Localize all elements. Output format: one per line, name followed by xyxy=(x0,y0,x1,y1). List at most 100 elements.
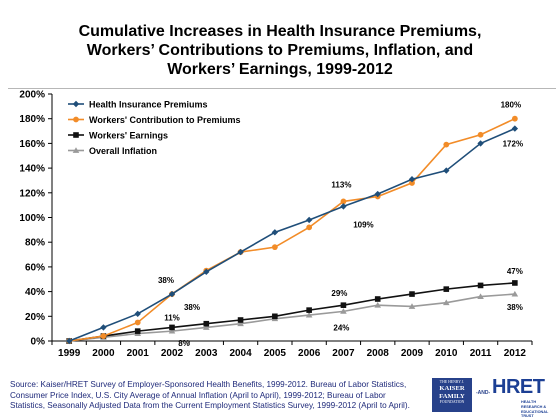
legend-label: Overall Inflation xyxy=(89,146,157,156)
y-tick-label: 20% xyxy=(25,312,45,323)
legend-label: Health Insurance Premiums xyxy=(89,100,208,110)
y-tick-label: 40% xyxy=(25,287,45,298)
data-point xyxy=(202,324,210,330)
y-tick-label: 120% xyxy=(19,188,45,199)
data-point xyxy=(237,320,244,327)
series-line-0 xyxy=(68,127,516,342)
series-line-1 xyxy=(69,117,516,342)
series-line-3 xyxy=(69,293,515,342)
data-point xyxy=(237,317,244,323)
x-tick-label: 2012 xyxy=(504,348,527,359)
data-point xyxy=(340,302,347,308)
data-point xyxy=(134,310,141,318)
x-tick-label: 1999 xyxy=(58,348,81,359)
y-tick-label: 180% xyxy=(19,114,45,125)
legend-marker xyxy=(73,132,79,138)
y-tick-label: 200% xyxy=(19,90,45,101)
data-label: 24% xyxy=(333,323,349,332)
legend-label: Workers' Earnings xyxy=(89,131,168,141)
data-point xyxy=(374,190,381,198)
x-tick-label: 2000 xyxy=(92,348,115,359)
data-point xyxy=(168,327,176,334)
and-label: -AND- xyxy=(476,390,491,396)
data-point xyxy=(408,176,416,183)
y-tick-label: 140% xyxy=(19,164,45,175)
title-line-1: Cumulative Increases in Health Insurance… xyxy=(78,23,482,40)
x-tick-label: 2005 xyxy=(264,348,287,359)
data-label: 38% xyxy=(507,303,523,312)
logos: THE HENRY J. KAISER FAMILY FOUNDATION -A… xyxy=(426,376,558,419)
y-tick-label: 80% xyxy=(25,238,45,249)
data-point xyxy=(134,319,141,326)
y-tick-label: 0% xyxy=(31,337,46,348)
data-label: 180% xyxy=(501,101,521,110)
title-line-2: Workers’ Contributions to Premiums, Infl… xyxy=(86,42,474,59)
data-point xyxy=(477,293,484,299)
x-tick-label: 2007 xyxy=(332,348,355,359)
data-label: 38% xyxy=(184,303,200,312)
data-point xyxy=(306,307,312,313)
data-point xyxy=(511,115,518,122)
x-tick-label: 2011 xyxy=(470,348,492,359)
x-tick-label: 2006 xyxy=(298,348,321,359)
legend-label: Workers' Contribution to Premiums xyxy=(89,115,241,125)
data-label: 38% xyxy=(158,276,174,285)
series-line-2 xyxy=(69,282,515,342)
y-tick-label: 60% xyxy=(25,262,45,273)
data-point xyxy=(168,290,176,298)
data-point xyxy=(169,324,175,331)
data-point xyxy=(409,291,415,297)
data-point xyxy=(100,333,107,339)
data-point xyxy=(408,303,416,309)
data-point xyxy=(100,324,107,331)
y-tick-label: 100% xyxy=(19,213,45,224)
x-tick-label: 2008 xyxy=(367,348,390,359)
data-point xyxy=(512,280,518,286)
y-tick-label: 160% xyxy=(19,139,45,150)
title-line-3: Workers’ Earnings, 1999-2012 xyxy=(167,61,393,78)
data-point xyxy=(511,290,519,297)
data-point xyxy=(271,244,278,251)
data-point xyxy=(237,248,244,256)
data-point xyxy=(477,140,484,147)
data-point xyxy=(340,198,347,205)
x-tick-label: 2010 xyxy=(435,348,458,359)
x-tick-label: 2004 xyxy=(229,348,252,359)
data-label: 113% xyxy=(331,180,351,189)
hret-logo: HRET xyxy=(492,376,545,398)
data-point xyxy=(305,216,313,224)
data-point xyxy=(203,268,210,276)
data-point xyxy=(65,337,73,345)
data-point xyxy=(442,299,450,306)
source-note: Source: Kaiser/HRET Survey of Employer-S… xyxy=(10,380,410,410)
data-point xyxy=(203,320,210,327)
data-point xyxy=(340,203,347,210)
data-point xyxy=(272,313,278,320)
data-point xyxy=(443,141,450,148)
data-label: 29% xyxy=(331,289,347,298)
data-label: 109% xyxy=(353,220,373,229)
data-point xyxy=(340,308,347,314)
legend-marker xyxy=(72,100,80,108)
data-point xyxy=(374,301,382,308)
hret-subtitle: HEALTH RESEARCH & EDUCATIONAL TRUST xyxy=(521,400,549,419)
data-point xyxy=(511,125,519,132)
data-point xyxy=(477,282,484,289)
legend-marker xyxy=(72,147,80,153)
x-tick-label: 2009 xyxy=(401,348,424,359)
data-label: 47% xyxy=(507,267,523,276)
legend-marker xyxy=(73,116,79,123)
data-point xyxy=(134,328,141,334)
kaiser-family-foundation-logo: THE HENRY J. KAISER FAMILY FOUNDATION xyxy=(432,378,472,412)
data-point xyxy=(409,180,415,186)
data-point xyxy=(477,131,484,138)
chart-title: Cumulative Increases in Health Insurance… xyxy=(40,22,520,79)
data-point xyxy=(306,224,313,231)
x-tick-label: 2001 xyxy=(127,348,150,359)
data-point xyxy=(443,167,450,174)
title-divider xyxy=(8,88,556,89)
x-tick-label: 2002 xyxy=(161,348,184,359)
data-point xyxy=(443,286,450,292)
data-label: 8% xyxy=(178,339,190,348)
line-chart: 0% 20% 40% 60% 80% 100% 120% 140% 160% 180% 200% 19… xyxy=(19,90,533,359)
